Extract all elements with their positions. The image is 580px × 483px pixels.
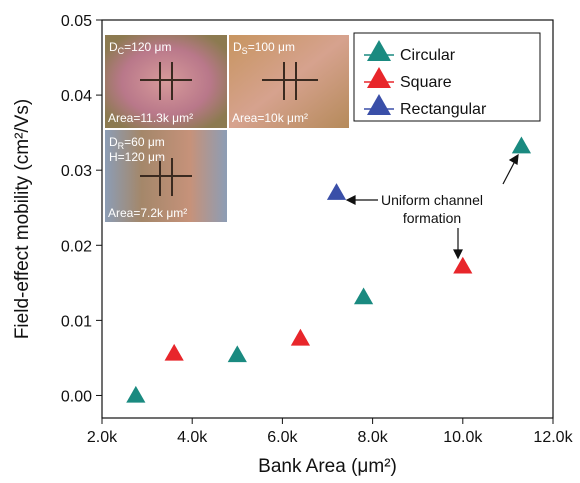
y-tick-label: 0.01 [61,313,92,330]
x-tick-label: 4.0k [177,429,208,446]
x-tick-label: 2.0k [87,429,118,446]
y-axis-title: Field-effect mobility (cm²/Vs) [12,99,33,339]
inset-label-main: D [109,40,118,54]
inset-label-rest: =120 μm [124,40,171,54]
data-point [453,257,472,274]
x-tick-label: 6.0k [267,429,298,446]
y-tick-label: 0.04 [61,88,92,105]
data-point [327,183,346,200]
x-axis-title: Bank Area (μm²) [258,456,397,477]
inset-label-main: H=120 μm [109,150,165,164]
inset-label-main: D [233,40,242,54]
inset-label-rest: =60 μm [124,135,165,149]
y-tick-label: 0.02 [61,238,92,255]
annotation: formation [403,210,461,226]
y-tick-label: 0.05 [61,13,92,30]
legend-label: Square [400,74,452,91]
inset-label-main: D [109,135,118,149]
data-point [512,137,531,154]
annotation: Uniform channel [381,192,483,208]
inset-area: Area=10k μm² [232,111,308,125]
data-point [126,386,145,403]
inset-area: Area=7.2k μm² [108,206,187,220]
x-tick-label: 10.0k [443,429,483,446]
inset-label: DR=60 μm [109,135,165,151]
chart: 2.0k 4.0k 6.0k 8.0k 10.0k 12.0k 0.00 0.01 0.02 0.… [0,0,580,478]
inset-label-rest: =100 μm [248,40,295,54]
data-point [291,329,310,346]
y-tick-label: 0.03 [61,163,92,180]
y-tick-label: 0.00 [61,388,92,405]
data-point [165,344,184,361]
insets [105,35,349,222]
legend-label: Rectangular [400,101,487,118]
inset-label: H=120 μm [109,150,165,164]
data-point [354,287,373,304]
x-tick-label: 8.0k [357,429,388,446]
x-tick-label: 12.0k [533,429,573,446]
data-point [228,345,247,362]
legend-label: Circular [400,47,456,64]
inset-area: Area=11.3k μm² [108,111,193,125]
